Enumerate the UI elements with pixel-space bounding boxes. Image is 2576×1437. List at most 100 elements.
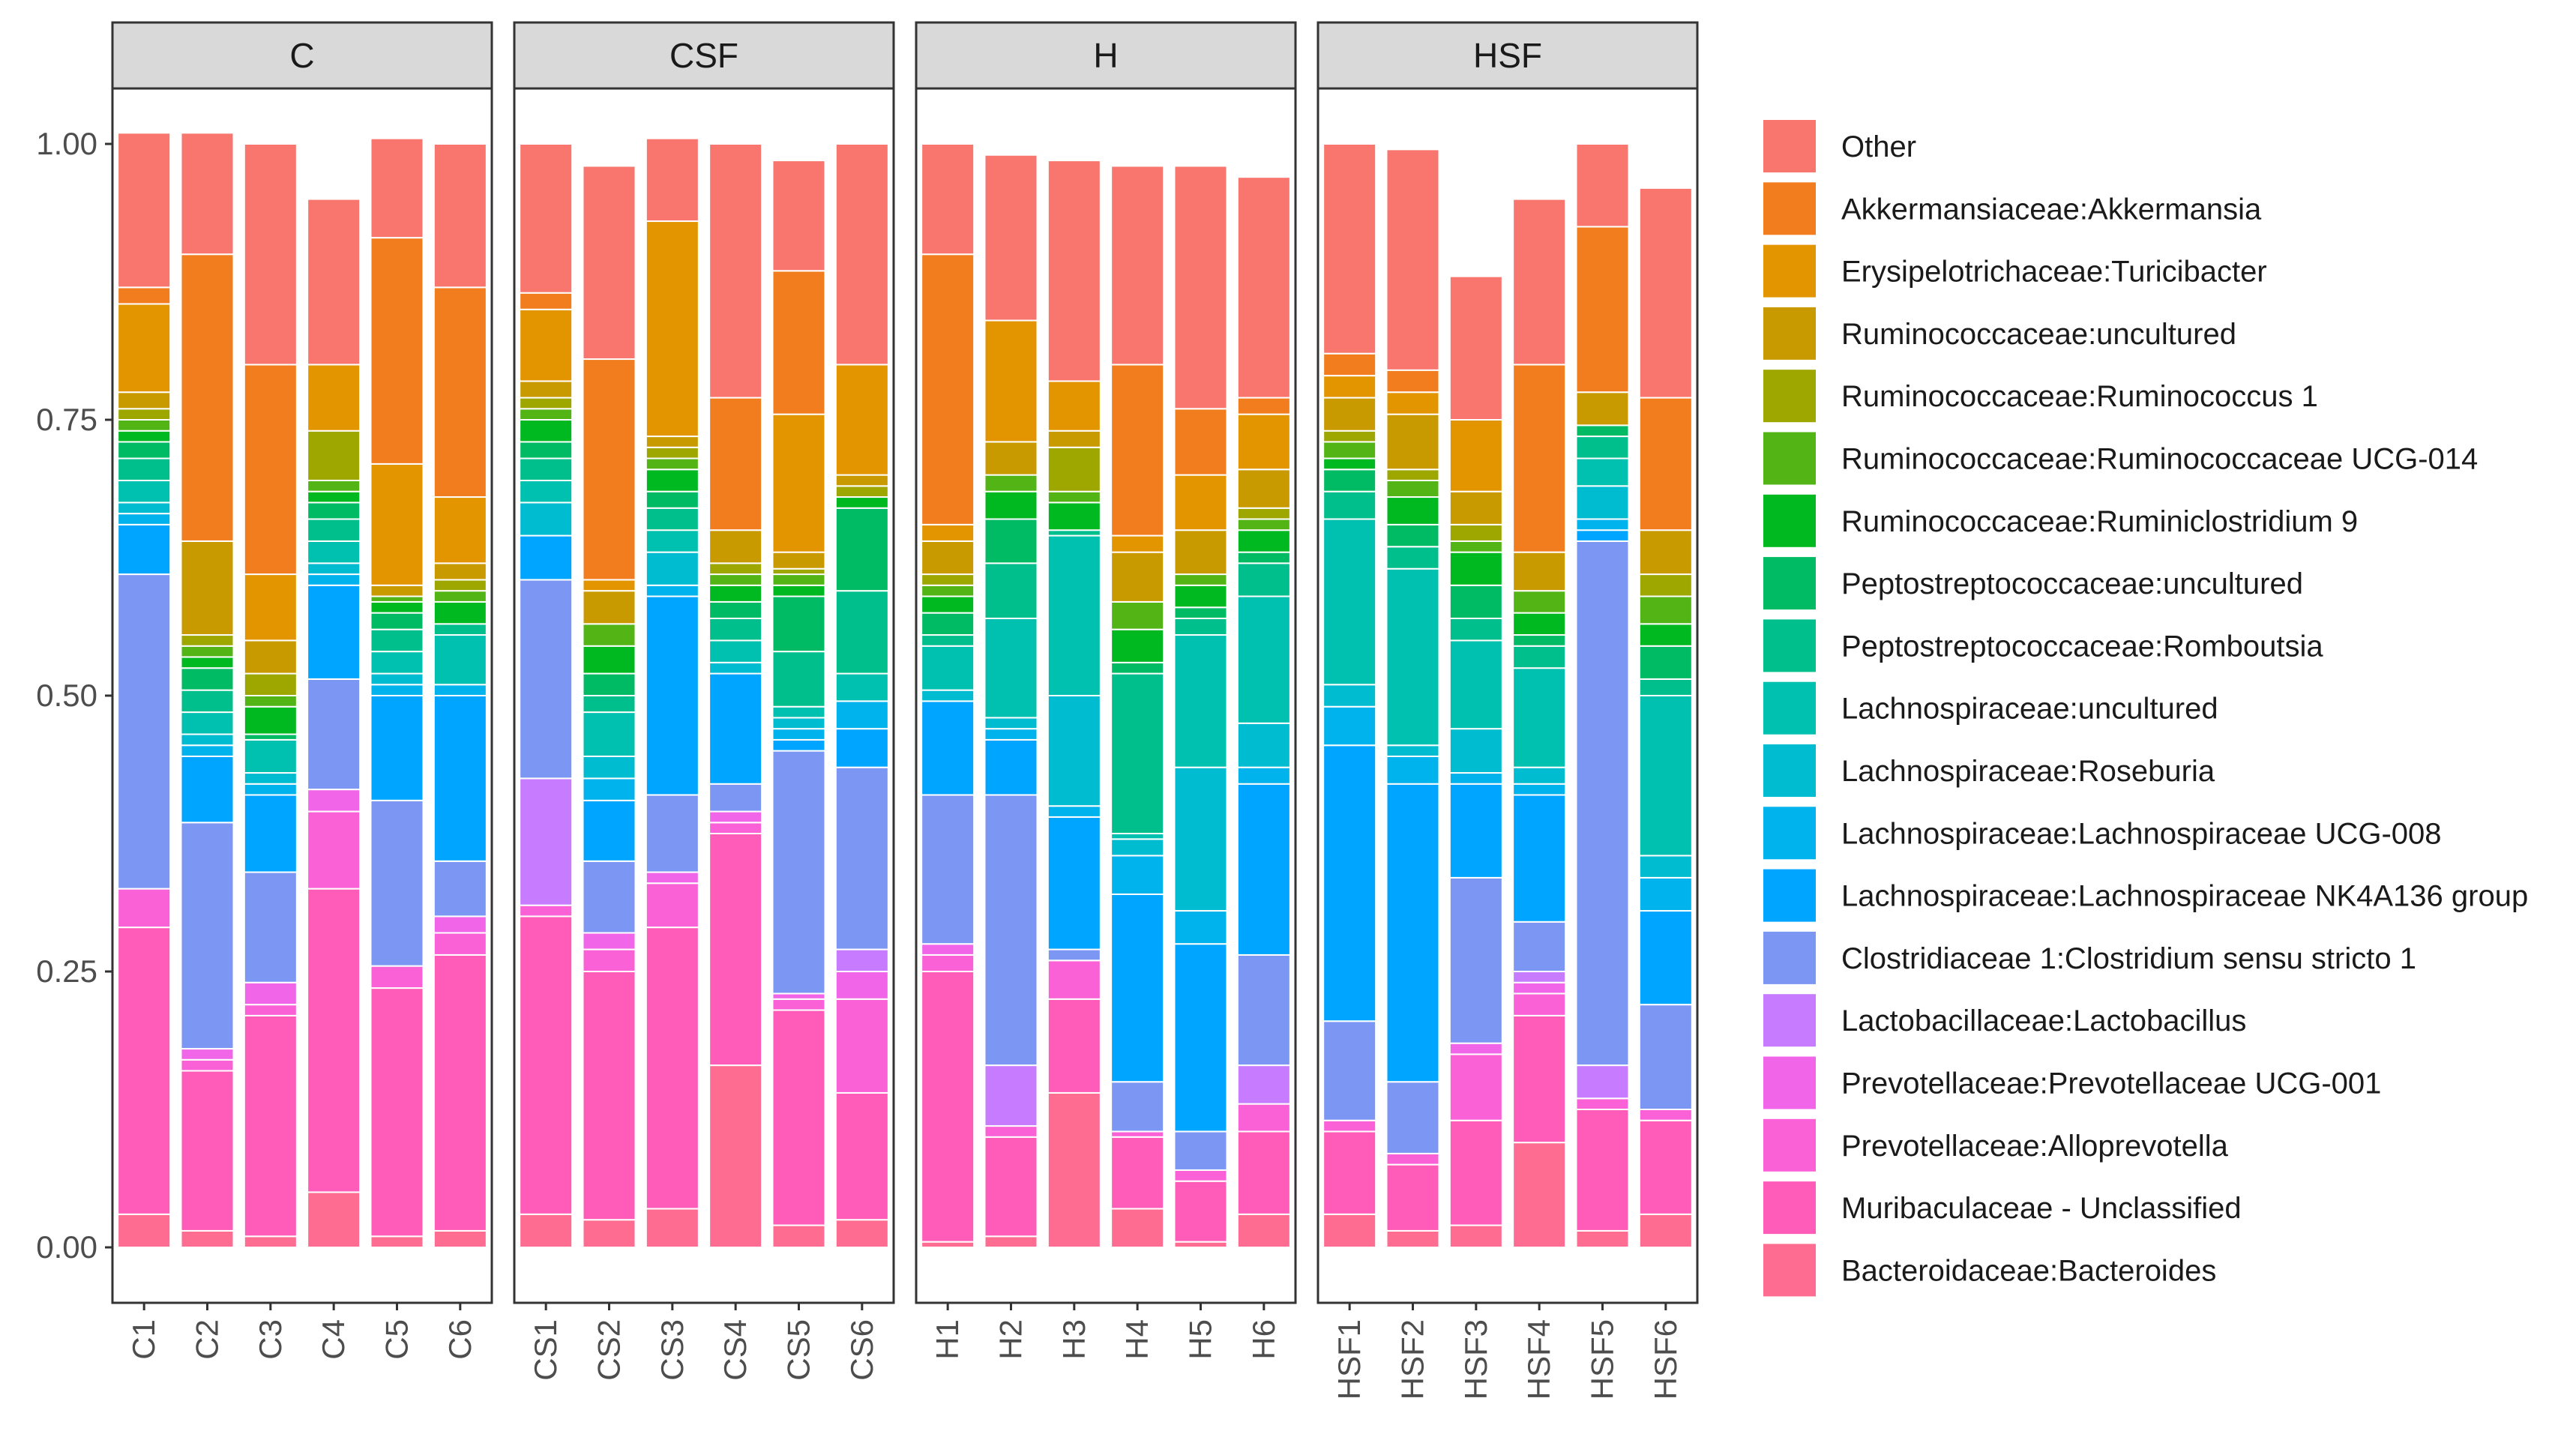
bar-segment-akkermansiaceae-akkermansia: [117, 286, 172, 305]
bar-segment-lachnospiraceae-roseburia: [771, 717, 826, 730]
bar-hsf2: [1385, 148, 1440, 1249]
x-tick-label: H1: [930, 1319, 965, 1360]
bar-segment-lachnospiraceae-roseburia: [1638, 855, 1693, 879]
bar-segment-ruminococcaceae-ruminiclostridium-9: [645, 469, 699, 492]
bar-segment-peptostreptococcaceae-uncultured: [984, 518, 1038, 564]
bar-segment-lachnospiraceae-lachnospiraceae-ucg-008: [117, 513, 172, 525]
bar-segment-lachnospiraceae-uncultured: [984, 617, 1038, 719]
legend-label: Prevotellaceae:Alloprevotella: [1841, 1130, 2229, 1163]
bar-segment-lachnospiraceae-lachnospiraceae-nk4a136-group: [370, 695, 424, 801]
x-tick-label: HSF5: [1585, 1319, 1620, 1400]
bar-c3: [243, 143, 298, 1249]
bar-segment-muribaculaceae-unclassified: [771, 1009, 826, 1226]
bar-segment-ruminococcaceae-ruminiclostridium-9: [1173, 584, 1228, 609]
bar-segment-ruminococcaceae-ruminococcus-1: [1047, 446, 1101, 492]
bar-segment-prevotellaceae-prevotellaceae-ucg-001: [921, 943, 975, 956]
bar-cs5: [771, 160, 826, 1249]
bar-segment-ruminococcaceae-uncultured: [1110, 551, 1165, 603]
bar-segment-ruminococcaceae-ruminiclostridium-9: [1047, 501, 1101, 531]
bar-segment-akkermansiaceae-akkermansia: [433, 286, 487, 498]
bar-segment-ruminococcaceae-uncultured: [1448, 490, 1503, 525]
bar-segment-bacteroidaceae-bacteroides: [1173, 1241, 1228, 1249]
legend-swatch: [1763, 807, 1816, 860]
bar-segment-prevotellaceae-prevotellaceae-ucg-001: [180, 1048, 235, 1061]
bar-segment-ruminococcaceae-ruminococcaceae-ucg-014: [1173, 573, 1228, 586]
bar-segment-lachnospiraceae-lachnospiraceae-ucg-008: [984, 728, 1038, 741]
bar-segment-lachnospiraceae-roseburia: [180, 733, 235, 747]
legend-swatch: [1763, 244, 1816, 298]
y-axis: 0.00 0.25 0.50 0.75 1.00: [36, 126, 112, 1265]
bar-segment-ruminococcaceae-ruminococcaceae-ucg-014: [645, 457, 699, 471]
panel-frame: [915, 87, 1297, 1304]
bar-segment-ruminococcaceae-ruminiclostridium-9: [1512, 612, 1567, 636]
legend-label: Lachnospiraceae:Lachnospiraceae UCG-008: [1841, 817, 2442, 850]
bar-segment-prevotellaceae-prevotellaceae-ucg-001: [834, 971, 889, 1000]
bar-segment-other: [243, 143, 298, 366]
x-tick-label: HSF1: [1331, 1319, 1367, 1400]
bar-segment-ruminococcaceae-ruminiclostridium-9: [984, 490, 1038, 520]
bar-h6: [1236, 176, 1291, 1248]
bar-segment-ruminococcaceae-ruminococcus-1: [519, 397, 574, 410]
bar-segment-peptostreptococcaceae-uncultured: [645, 490, 699, 509]
bar-segment-lachnospiraceae-lachnospiraceae-ucg-008: [1575, 518, 1630, 531]
bar-segment-clostridiaceae-1-clostridium-sensu-stricto-1: [984, 794, 1038, 1067]
bar-segment-bacteroidaceae-bacteroides: [582, 1219, 637, 1248]
bar-segment-akkermansiaceae-akkermansia: [771, 270, 826, 415]
bar-segment-clostridiaceae-1-clostridium-sensu-stricto-1: [1512, 921, 1567, 973]
legend-label: Other: [1841, 130, 1916, 163]
bar-segment-other: [433, 143, 487, 289]
bar-segment-peptostreptococcaceae-romboutsia: [433, 623, 487, 636]
legend-item-other: Other: [1763, 120, 1916, 172]
bar-segment-akkermansiaceae-akkermansia: [582, 358, 637, 581]
bar-segment-peptostreptococcaceae-romboutsia: [307, 518, 361, 542]
bar-segment-clostridiaceae-1-clostridium-sensu-stricto-1: [117, 573, 172, 890]
bar-segment-lachnospiraceae-uncultured: [307, 540, 361, 564]
bar-segment-prevotellaceae-alloprevotella: [1110, 1130, 1165, 1138]
bar-h5: [1173, 165, 1228, 1249]
bar-segment-peptostreptococcaceae-uncultured: [117, 441, 172, 460]
bar-h3: [1047, 160, 1101, 1249]
bar-segment-lachnospiraceae-roseburia: [1047, 695, 1101, 807]
bar-segment-bacteroidaceae-bacteroides: [708, 1064, 763, 1248]
legend-swatch: [1763, 432, 1816, 485]
bar-segment-ruminococcaceae-ruminococcaceae-ucg-014: [307, 479, 361, 492]
legend-swatch: [1763, 744, 1816, 797]
legend-label: Prevotellaceae:Prevotellaceae UCG-001: [1841, 1067, 2381, 1100]
bar-segment-ruminococcaceae-ruminiclostridium-9: [519, 419, 574, 443]
bar-segment-ruminococcaceae-ruminococcus-1: [645, 446, 699, 460]
bar-segment-muribaculaceae-unclassified: [645, 927, 699, 1210]
bar-segment-ruminococcaceae-ruminococcaceae-ucg-014: [771, 573, 826, 586]
bar-segment-lachnospiraceae-uncultured: [1047, 534, 1101, 696]
bar-segment-akkermansiaceae-akkermansia: [243, 364, 298, 576]
bar-segment-ruminococcaceae-ruminococcus-1: [180, 634, 235, 647]
bar-segment-bacteroidaceae-bacteroides: [117, 1213, 172, 1248]
bar-segment-erysipelotrichaceae-turicibacter: [1236, 413, 1291, 471]
bar-segment-ruminococcaceae-ruminiclostridium-9: [708, 584, 763, 603]
bar-segment-prevotellaceae-alloprevotella: [243, 1004, 298, 1016]
bar-segment-ruminococcaceae-ruminococcaceae-ucg-014: [243, 695, 298, 708]
bar-segment-lachnospiraceae-uncultured: [1575, 457, 1630, 487]
bar-segment-ruminococcaceae-ruminococcus-1: [921, 573, 975, 586]
legend-label: Lachnospiraceae:uncultured: [1841, 693, 2218, 726]
bar-segment-prevotellaceae-alloprevotella: [645, 882, 699, 929]
bar-segment-akkermansiaceae-akkermansia: [180, 253, 235, 542]
x-tick-label: CS1: [528, 1319, 563, 1381]
bar-segment-ruminococcaceae-ruminiclostridium-9: [117, 430, 172, 443]
bar-segment-lachnospiraceae-lachnospiraceae-nk4a136-group: [834, 728, 889, 768]
bar-segment-peptostreptococcaceae-uncultured: [1110, 661, 1165, 675]
bar-segment-lachnospiraceae-lachnospiraceae-ucg-008: [1638, 876, 1693, 912]
panel-h: H H1 H2 H3 H4 H5 H6: [915, 21, 1297, 1360]
bar-segment-peptostreptococcaceae-romboutsia: [582, 695, 637, 714]
bar-segment-lachnospiraceae-lachnospiraceae-ucg-008: [307, 573, 361, 586]
x-tick-label: CS6: [844, 1319, 879, 1381]
facet-strip: [111, 21, 493, 90]
y-tick-label: 0.25: [36, 954, 97, 989]
bar-segment-muribaculaceae-unclassified: [1173, 1180, 1228, 1243]
bar-segment-clostridiaceae-1-clostridium-sensu-stricto-1: [1448, 876, 1503, 1044]
bar-cs3: [645, 137, 699, 1248]
bar-segment-prevotellaceae-alloprevotella: [1173, 1169, 1228, 1182]
bar-segment-prevotellaceae-alloprevotella: [1047, 959, 1101, 1000]
bar-segment-other: [1575, 143, 1630, 228]
bar-segment-erysipelotrichaceae-turicibacter: [1047, 380, 1101, 432]
bar-segment-muribaculaceae-unclassified: [1512, 1014, 1567, 1144]
